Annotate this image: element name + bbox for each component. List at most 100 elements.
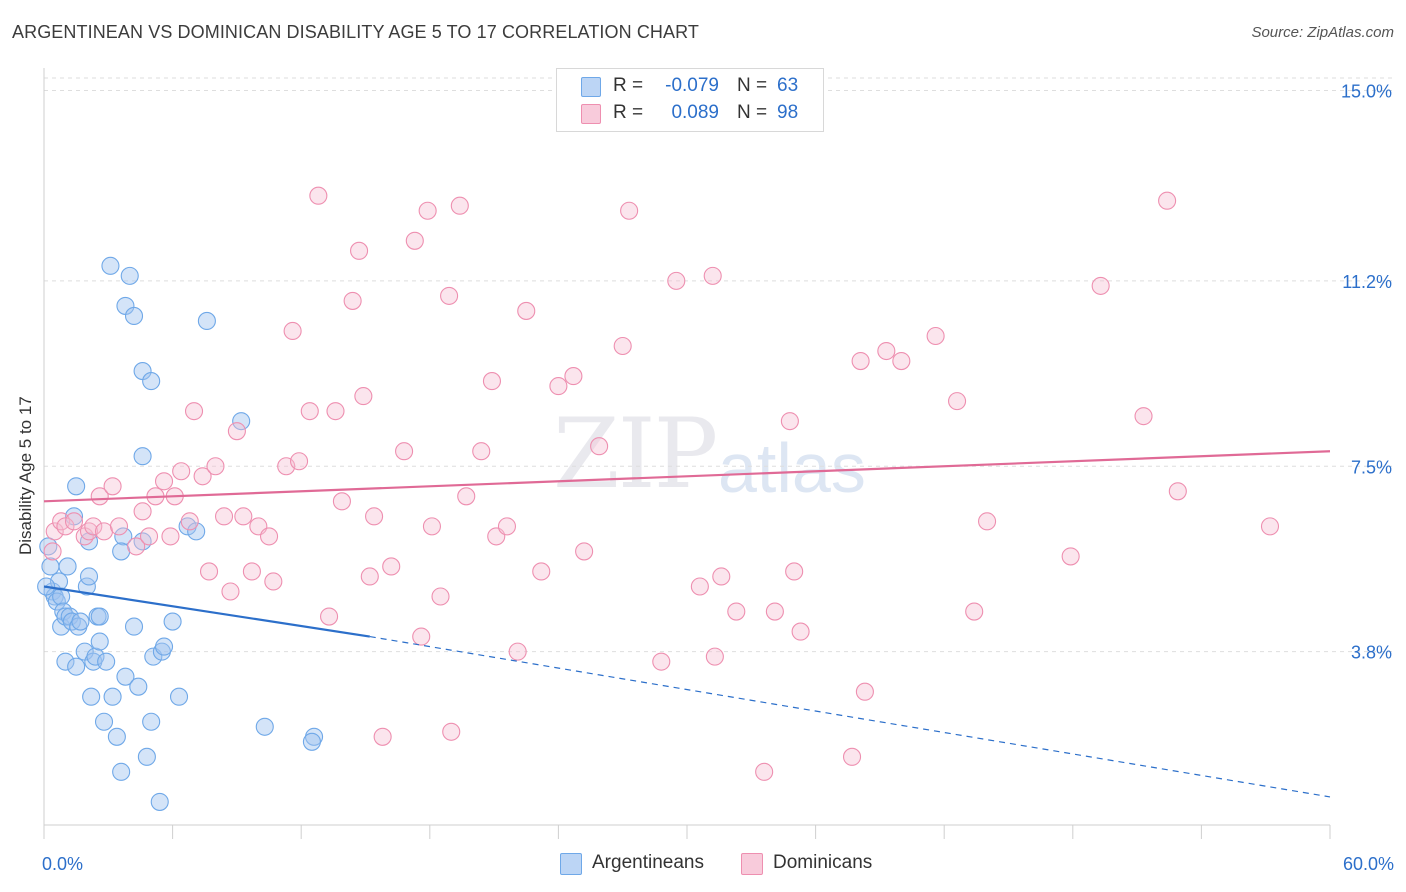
argentinean-trend-extension bbox=[369, 635, 1331, 798]
argentinean-point bbox=[114, 527, 133, 546]
dominican-point bbox=[221, 582, 240, 601]
dominican-point bbox=[234, 507, 253, 526]
dominican-point bbox=[184, 402, 204, 421]
dominican-point bbox=[517, 301, 536, 320]
argentinean-point bbox=[58, 557, 77, 576]
dominican-point bbox=[343, 291, 362, 310]
legend-swatch-argentineans bbox=[560, 853, 582, 875]
dominican-point bbox=[109, 517, 129, 536]
legend-swatch-dominicans bbox=[581, 104, 601, 124]
argentinean-point bbox=[142, 372, 161, 391]
dominican-point bbox=[620, 201, 639, 220]
dominican-point bbox=[300, 402, 319, 421]
dominican-point bbox=[780, 412, 799, 431]
dominican-point bbox=[154, 472, 174, 491]
argentinean-point bbox=[232, 412, 251, 431]
source-label: Source: ZipAtlas.com bbox=[1251, 24, 1394, 41]
argentinean-point bbox=[107, 727, 126, 746]
watermark-zip: ZIP bbox=[553, 398, 718, 510]
dominican-point bbox=[84, 517, 103, 536]
argentinean-point bbox=[94, 712, 114, 731]
dominican-point bbox=[965, 602, 984, 621]
dominican-point bbox=[94, 522, 114, 541]
argentinean-point bbox=[124, 306, 144, 326]
dominican-point bbox=[199, 562, 219, 581]
dominican-point bbox=[690, 577, 709, 596]
dominican-point bbox=[712, 567, 731, 586]
x-tick-label: 0.0% bbox=[42, 854, 83, 874]
dominican-point bbox=[350, 241, 369, 260]
dominican-point bbox=[727, 602, 746, 621]
dominican-point bbox=[259, 527, 279, 546]
dominican-point bbox=[765, 602, 784, 621]
dominican-point bbox=[842, 747, 862, 766]
dominican-point bbox=[855, 682, 874, 701]
argentinean-point bbox=[67, 657, 86, 676]
argentinean-point bbox=[112, 762, 131, 781]
dominican-point bbox=[332, 492, 351, 511]
legend-swatch-dominicans bbox=[741, 853, 763, 875]
argentinean-point bbox=[154, 637, 174, 656]
trend-lines bbox=[43, 450, 1331, 798]
dominican-point bbox=[978, 512, 997, 531]
dominican-point bbox=[892, 351, 911, 371]
dominican-point bbox=[532, 562, 551, 581]
dominican-point bbox=[412, 627, 431, 646]
dominican-point bbox=[482, 372, 502, 391]
dominican-point bbox=[139, 527, 159, 546]
y-tick-label: 11.2% bbox=[1342, 272, 1392, 292]
y-tick-label: 7.5% bbox=[1351, 457, 1392, 477]
legend-r-value: 0.089 bbox=[671, 102, 719, 123]
dominican-point bbox=[652, 652, 671, 671]
dominican-point bbox=[172, 462, 191, 481]
argentinean-point bbox=[197, 311, 216, 331]
dominican-point bbox=[264, 572, 283, 591]
argentinean-point bbox=[82, 687, 101, 706]
dominican-point bbox=[705, 647, 724, 666]
argentinean-point bbox=[90, 632, 109, 651]
argentinean-point bbox=[163, 612, 182, 631]
dominican-point bbox=[575, 542, 594, 561]
dominican-point bbox=[45, 522, 64, 541]
dominican-point bbox=[422, 517, 441, 536]
dominican-point bbox=[613, 336, 632, 356]
argentinean-point bbox=[112, 542, 131, 561]
dominican-point bbox=[56, 517, 75, 536]
legend-r-value: -0.079 bbox=[665, 75, 719, 96]
dominican-point bbox=[395, 442, 414, 461]
x-tick-label: 60.0% bbox=[1343, 854, 1394, 874]
dominican-point bbox=[326, 402, 345, 421]
argentinean-point bbox=[137, 747, 156, 766]
dominican-point bbox=[1061, 547, 1080, 566]
argentinean-point bbox=[124, 617, 144, 636]
dominican-point bbox=[64, 512, 84, 531]
dominican-point bbox=[283, 321, 302, 341]
dominican-point bbox=[103, 477, 122, 496]
argentinean-point bbox=[133, 447, 152, 466]
dominican-point bbox=[1158, 191, 1177, 210]
dominican-point bbox=[590, 437, 609, 456]
dominican-point bbox=[472, 442, 491, 461]
argentinean-point bbox=[41, 557, 60, 576]
dominican-point bbox=[161, 527, 180, 546]
dominican-point bbox=[405, 231, 424, 250]
dominican-point bbox=[755, 762, 774, 781]
dominican-point bbox=[309, 186, 328, 205]
legend-r-label: R = bbox=[613, 102, 644, 123]
dominican-point bbox=[127, 537, 146, 556]
legend-r-label: R = bbox=[613, 75, 644, 96]
stats-legend: R = -0.079 N = 63 R = 0.089 N = 98 bbox=[556, 68, 824, 132]
y-tick-label: 15.0% bbox=[1341, 82, 1392, 102]
dominican-point bbox=[508, 642, 527, 661]
argentinean-point bbox=[150, 792, 169, 811]
argentinean-point bbox=[120, 266, 139, 285]
dominican-point bbox=[851, 351, 870, 371]
dominican-point bbox=[497, 517, 517, 536]
dominican-point bbox=[549, 377, 568, 396]
argentinean-point bbox=[103, 687, 122, 706]
dominican-point bbox=[667, 271, 686, 290]
dominican-point bbox=[785, 562, 804, 581]
argentinean-point bbox=[97, 652, 116, 671]
dominican-point bbox=[43, 542, 62, 561]
